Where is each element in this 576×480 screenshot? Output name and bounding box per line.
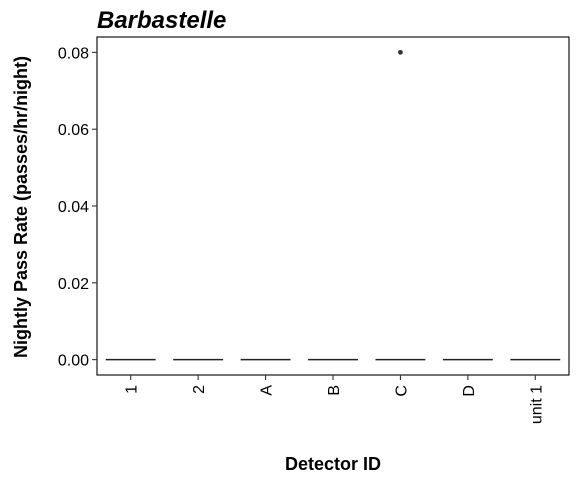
y-tick-label: 0.08 <box>58 45 89 62</box>
chart-title: Barbastelle <box>97 7 226 34</box>
outlier-point <box>398 49 403 55</box>
box-marks <box>105 49 561 361</box>
y-tick-label: 0.06 <box>58 122 89 139</box>
y-tick-label: 0.04 <box>58 199 89 216</box>
x-tick-label: D <box>461 385 478 397</box>
y-tick-label: 0.02 <box>58 276 89 293</box>
x-tick-label: C <box>393 385 410 397</box>
x-tick-label: A <box>259 385 276 396</box>
x-tick-label: 1 <box>124 385 141 394</box>
x-axis-title: Detector ID <box>285 454 381 474</box>
x-tick-label: B <box>326 385 343 396</box>
x-tick-label: 2 <box>191 385 208 394</box>
x-tick-label: unit 1 <box>528 385 545 424</box>
y-axis-title: Nightly Pass Rate (passes/hr/night) <box>11 56 31 358</box>
plot-panel <box>96 36 570 376</box>
y-tick-label: 0.00 <box>58 353 89 370</box>
y-axis: 0.00 0.02 0.04 0.06 0.08 <box>58 45 97 370</box>
